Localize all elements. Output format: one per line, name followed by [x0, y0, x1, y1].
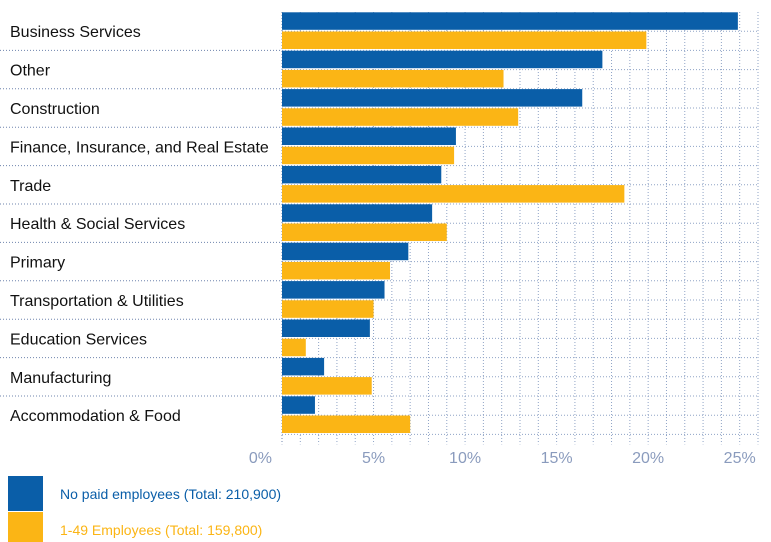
category-labels: Business Services Other Construction Financ…: [10, 24, 269, 425]
bar-series-1: [282, 127, 456, 145]
legend-swatch: [8, 512, 43, 542]
bar-series-1: [282, 396, 315, 414]
bar-series-2: [282, 69, 504, 88]
category-label: Trade: [10, 178, 51, 195]
bar-series-2: [282, 31, 647, 49]
legend-label: 1-49 Employees (Total: 159,800): [60, 522, 262, 538]
bar-series-2: [282, 377, 372, 395]
x-tick-label: 5%: [362, 450, 385, 467]
bar-series-2: [282, 223, 447, 241]
bar-series-1: [282, 50, 603, 69]
category-label: Business Services: [10, 24, 141, 41]
category-label: Transportation & Utilities: [10, 293, 184, 310]
bar-series-1: [282, 319, 370, 337]
category-label: Manufacturing: [10, 370, 111, 387]
legend-label: No paid employees (Total: 210,900): [60, 486, 281, 502]
category-label: Accommodation & Food: [10, 408, 181, 425]
bar-series-1: [282, 12, 738, 30]
category-label: Other: [10, 63, 51, 80]
legend-swatch: [8, 476, 43, 511]
category-label: Primary: [10, 255, 65, 272]
category-label: Construction: [10, 101, 100, 118]
bar-series-2: [282, 415, 411, 433]
legend: No paid employees (Total: 210,900) 1-49 E…: [8, 476, 281, 542]
bars: [282, 12, 738, 433]
bar-series-2: [282, 146, 455, 165]
x-tick-label: 10%: [449, 450, 481, 467]
x-tick-label: 15%: [541, 450, 573, 467]
bar-series-2: [282, 185, 625, 203]
bar-series-1: [282, 281, 385, 299]
bar-series-1: [282, 357, 325, 376]
category-label: Health & Social Services: [10, 216, 185, 233]
category-label: Finance, Insurance, and Real Estate: [10, 139, 269, 156]
bar-series-1: [282, 242, 409, 261]
bar-series-2: [282, 108, 519, 126]
x-tick-label: 0%: [249, 450, 272, 467]
x-tick-label: 25%: [724, 450, 756, 467]
category-label: Education Services: [10, 331, 147, 348]
bar-series-2: [282, 261, 391, 280]
bar-series-2: [282, 300, 374, 318]
x-tick-label: 20%: [632, 450, 664, 467]
x-axis-tick-labels: 0% 5% 10% 15% 20% 25%: [249, 450, 756, 467]
bar-series-2: [282, 338, 306, 357]
bar-series-1: [282, 165, 442, 184]
bar-series-1: [282, 89, 583, 107]
bar-series-1: [282, 204, 433, 222]
